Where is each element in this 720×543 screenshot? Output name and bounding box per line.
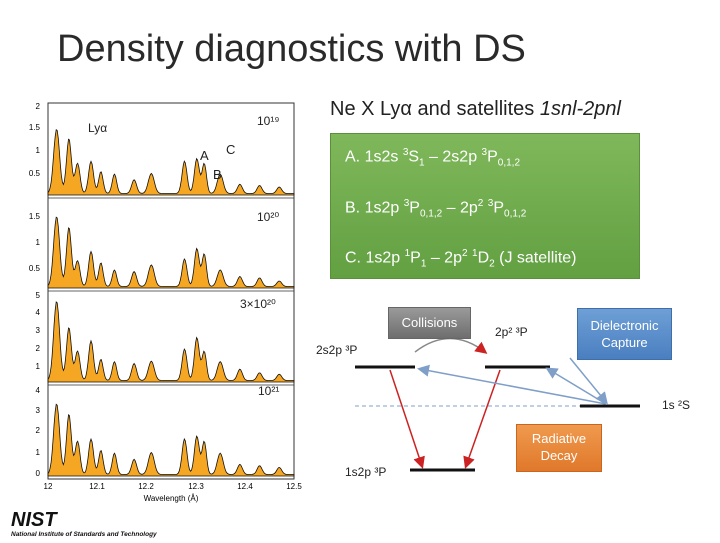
spectra-plot: 2 1.5 1 0.5 1.5 1 0.5 5 4 3 2 1 4 3 2 1 …: [0, 95, 310, 510]
satellites-heading: Ne X Lyα and satellites 1snl-2pnl: [330, 98, 621, 121]
x-tick: 12.5: [286, 482, 302, 491]
spectrum-trace: [47, 403, 295, 477]
slide-title: Density diagnostics with DS: [57, 28, 526, 70]
y-tick: 2: [36, 426, 41, 435]
y-tick: 5: [36, 291, 41, 300]
dielectronic-capture-box: Dielectronic Capture: [577, 308, 672, 360]
heading-italic: 1snl-2pnl: [539, 98, 621, 120]
collisions-box: Collisions: [388, 307, 471, 339]
y-tick: 2: [36, 344, 41, 353]
level-label-1s: 1s ²S: [662, 398, 691, 412]
transition-a: A. 1s2s 3S1 – 2s2p 3P0,1,2: [345, 147, 521, 169]
x-tick: 12.3: [188, 482, 204, 491]
spectrum-trace: [47, 216, 295, 289]
nist-logo-svg: NIST National Institute of Standards and…: [11, 509, 157, 538]
x-tick: 12: [44, 482, 53, 491]
x-axis-label: Wavelength (Å): [144, 494, 199, 503]
dielectronic-capture-arrow: [417, 364, 607, 405]
y-tick: 4: [36, 308, 41, 317]
y-tick: 4: [36, 386, 41, 395]
peak-label-lya: Lyα: [88, 121, 108, 135]
peak-label-b: B: [213, 167, 222, 182]
peak-label-c: C: [226, 142, 236, 157]
y-tick: 3: [36, 326, 41, 335]
radiative-decay-arrow: [463, 369, 501, 469]
x-tick: 12.1: [89, 482, 105, 491]
spectrum-trace: [47, 128, 295, 196]
y-tick: 0: [36, 469, 41, 478]
level-label-2p2: 2p² ³P: [495, 325, 528, 339]
y-tick: 1.5: [29, 123, 41, 132]
y-tick: 1: [36, 146, 41, 155]
satellite-transitions-box: A. 1s2s 3S1 – 2s2p 3P0,1,2 B. 1s2p 3P0,1…: [330, 133, 640, 279]
spectra-group: [47, 128, 295, 477]
y-tick: 2: [36, 102, 41, 111]
y-tick: 3: [36, 406, 41, 415]
density-label: 10¹⁹: [257, 114, 280, 128]
nist-logo-text: NIST: [11, 509, 58, 531]
nist-logo: NIST National Institute of Standards and…: [9, 508, 184, 543]
y-tick: 0.5: [29, 169, 41, 178]
spectra-svg: 2 1.5 1 0.5 1.5 1 0.5 5 4 3 2 1 4 3 2 1 …: [29, 102, 302, 503]
y-tick: 1: [36, 238, 41, 247]
nist-logo-subtitle: National Institute of Standards and Tech…: [11, 531, 157, 538]
peak-label-a: A: [200, 148, 209, 163]
y-tick: 1.5: [29, 212, 41, 221]
radiative-decay-box: Radiative Decay: [516, 424, 602, 472]
y-tick: 1: [36, 448, 41, 457]
transition-c: C. 1s2p 1P1 – 2p2 1D2 (J satellite): [345, 248, 577, 270]
x-tick: 12.4: [237, 482, 253, 491]
y-tick: 1: [36, 362, 41, 371]
density-label: 10²⁰: [257, 210, 280, 224]
x-tick: 12.2: [138, 482, 154, 491]
density-label: 3×10²⁰: [240, 297, 276, 311]
transition-b: B. 1s2p 3P0,1,2 – 2p2 3P0,1,2: [345, 198, 527, 220]
collision-arrow: [414, 337, 488, 354]
density-label: 10²¹: [258, 384, 280, 398]
level-label-2s2p: 2s2p ³P: [316, 343, 358, 357]
heading-text: Ne X Lyα and satellites: [330, 98, 540, 120]
y-tick: 0.5: [29, 264, 41, 273]
level-label-1s2p: 1s2p ³P: [345, 465, 387, 479]
spectrum-trace: [47, 301, 295, 383]
radiative-decay-arrow: [389, 369, 425, 469]
capture-source-arrow: [569, 357, 608, 405]
